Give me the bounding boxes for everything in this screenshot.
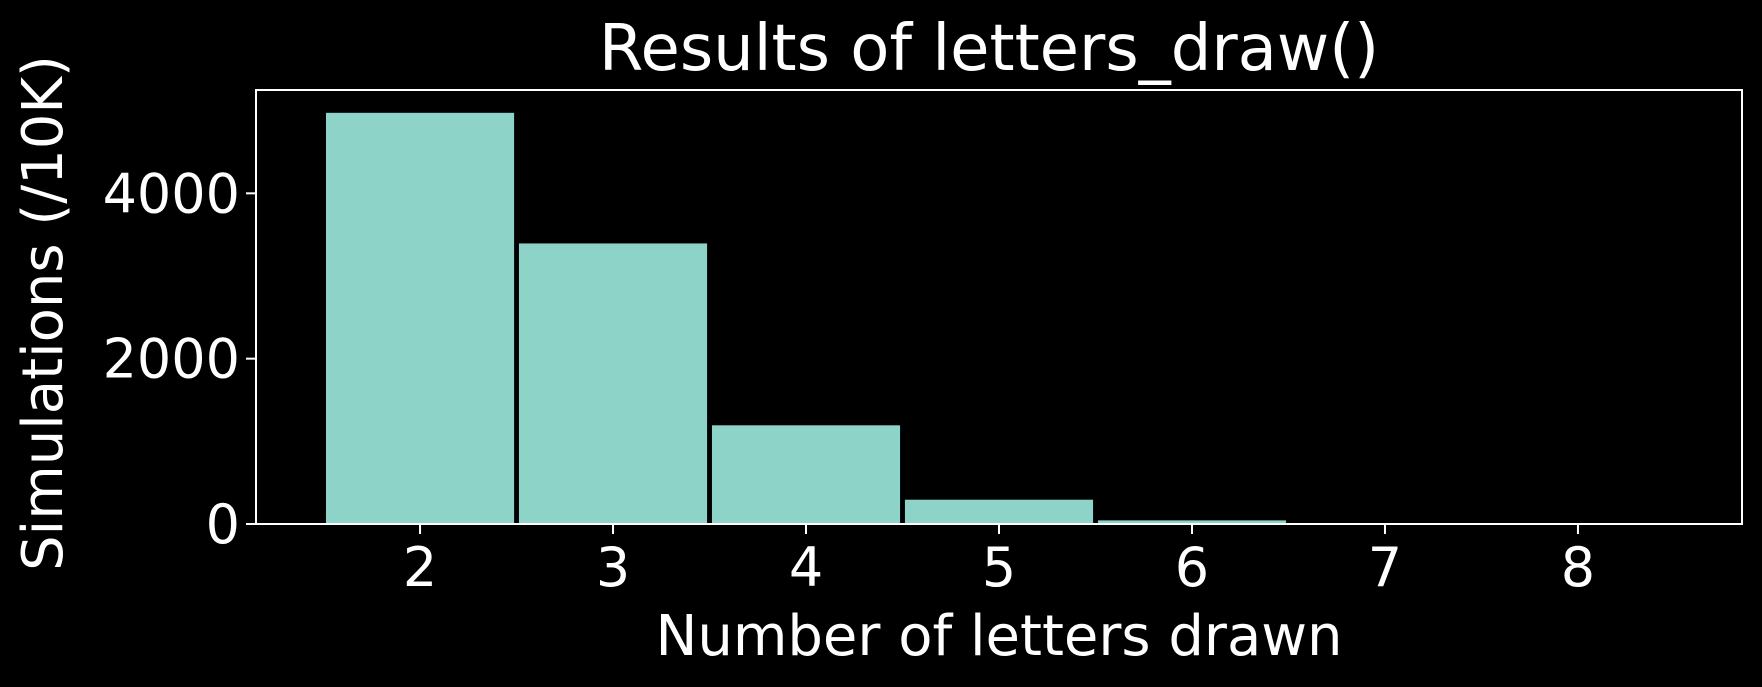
y-tick-label: 2000: [103, 328, 240, 391]
bar-3: [517, 242, 709, 525]
x-ticks: 2 3 4 5 6 7 8: [403, 524, 1595, 599]
x-tick-label: 4: [789, 536, 823, 599]
y-axis-label: Simulations (/10K): [11, 55, 76, 571]
y-tick-label: 0: [206, 493, 240, 556]
x-tick-label: 3: [596, 536, 630, 599]
x-axis-label: Number of letters drawn: [655, 604, 1342, 669]
x-tick-label: 2: [403, 536, 437, 599]
y-ticks: 0 2000 4000: [103, 162, 256, 556]
bars-layer: [324, 111, 1674, 525]
x-tick-label: 8: [1561, 536, 1595, 599]
x-tick-label: 5: [982, 536, 1016, 599]
bar-2: [324, 111, 516, 525]
bar-5: [903, 498, 1095, 525]
chart-title: Results of letters_draw(): [599, 12, 1379, 86]
x-tick-label: 6: [1175, 536, 1209, 599]
bar-4: [710, 424, 902, 525]
y-tick-label: 4000: [103, 162, 240, 225]
x-tick-label: 7: [1368, 536, 1402, 599]
